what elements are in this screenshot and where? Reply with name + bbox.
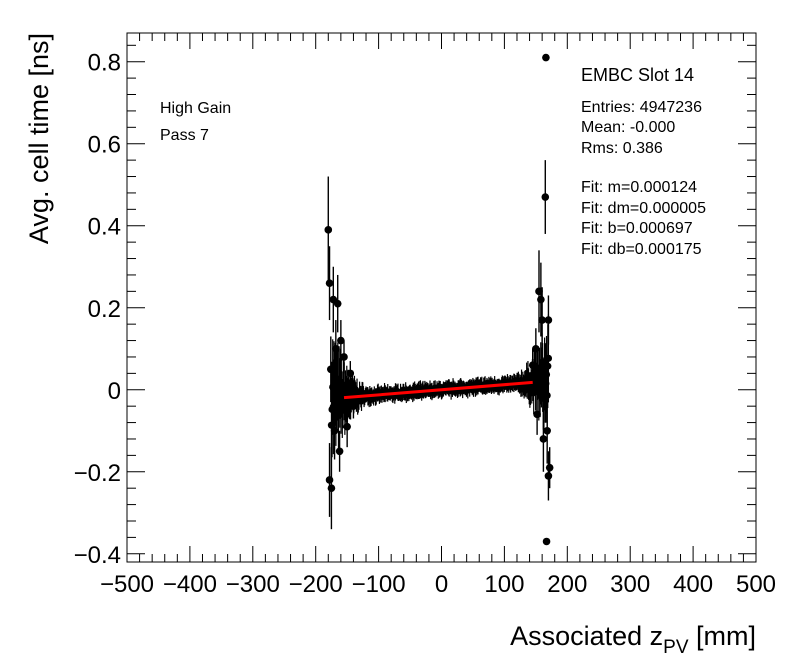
y-axis-title: Avg. cell time [ns] (24, 33, 54, 244)
data-point (335, 447, 344, 456)
stats-fit-m: Fit: m=0.000124 (581, 179, 697, 196)
data-point (327, 484, 336, 492)
x-tick-label: 400 (673, 571, 713, 598)
stats-title: EMBC Slot 14 (581, 65, 694, 85)
x-tick-label: −200 (289, 571, 343, 598)
data-point (528, 361, 537, 369)
data-point (543, 391, 551, 400)
data-point (539, 435, 548, 443)
x-tick-label: 200 (547, 571, 587, 598)
x-tick-label: −400 (163, 571, 217, 598)
axis-ticks (126, 33, 757, 562)
x-axis-title-unit: [mm] (689, 621, 757, 651)
stats-fit-dm: Fit: dm=0.000005 (581, 200, 706, 217)
data-point (325, 279, 334, 287)
x-tick-label: 0 (435, 571, 448, 598)
stats-fit-b: Fit: b=0.000697 (581, 220, 693, 237)
data-point (326, 365, 335, 374)
stats-fit-db: Fit: db=0.000175 (581, 241, 702, 258)
annotation-gain: High Gain (160, 100, 231, 117)
data-point (333, 299, 342, 308)
data-point (324, 226, 333, 234)
y-tick-label: 0 (108, 378, 121, 405)
y-tick-label: 0.4 (88, 214, 121, 241)
y-tick-label: −0.2 (74, 460, 121, 487)
data-point (545, 463, 554, 472)
stats-mean: Mean: -0.000 (581, 119, 675, 136)
data-point (337, 336, 345, 345)
data-point (349, 402, 358, 410)
data-point (544, 354, 553, 362)
data-point (541, 193, 550, 201)
x-tick-label: 100 (484, 571, 524, 598)
x-axis-title-subscript: PV (663, 637, 689, 658)
x-tick-label: 500 (736, 571, 776, 598)
data-point (544, 362, 552, 370)
data-point (537, 295, 545, 304)
data-point (532, 344, 540, 353)
axis-tick-labels: −500 −400 −300 −200 −100 0 100 200 300 400 500 −0.4… (74, 50, 776, 598)
data-point (330, 426, 339, 435)
data-point (343, 422, 351, 431)
data-point (544, 472, 553, 480)
data-point (544, 316, 553, 324)
data-point (542, 537, 551, 546)
y-tick-label: 0.6 (88, 132, 121, 159)
annotation-pass: Pass 7 (160, 127, 209, 144)
data-point (533, 410, 541, 419)
x-tick-label: −500 (100, 571, 154, 598)
data-point (346, 369, 355, 378)
x-tick-label: −300 (226, 571, 280, 598)
data-point (332, 344, 340, 353)
left-annotations: High Gain Pass 7 (160, 100, 231, 144)
x-axis-title-main: Associated z (510, 621, 663, 651)
data-point (543, 426, 551, 435)
data-point (538, 316, 546, 324)
x-axis-title: Associated zPV [mm] (510, 621, 756, 658)
stats-entries: Entries: 4947236 (581, 99, 702, 116)
y-tick-label: −0.4 (74, 542, 121, 569)
data-point (340, 353, 348, 361)
data-point (325, 476, 334, 484)
plot-marks (324, 53, 554, 546)
x-tick-label: −100 (352, 571, 406, 598)
fit-line (343, 380, 533, 400)
stats-box: EMBC Slot 14 Entries: 4947236 Mean: -0.0… (581, 65, 706, 258)
x-tick-label: 300 (610, 571, 650, 598)
stats-rms: Rms: 0.386 (581, 140, 663, 157)
y-tick-label: 0.2 (88, 296, 121, 323)
y-tick-label: 0.8 (88, 50, 121, 77)
data-point (542, 53, 550, 62)
